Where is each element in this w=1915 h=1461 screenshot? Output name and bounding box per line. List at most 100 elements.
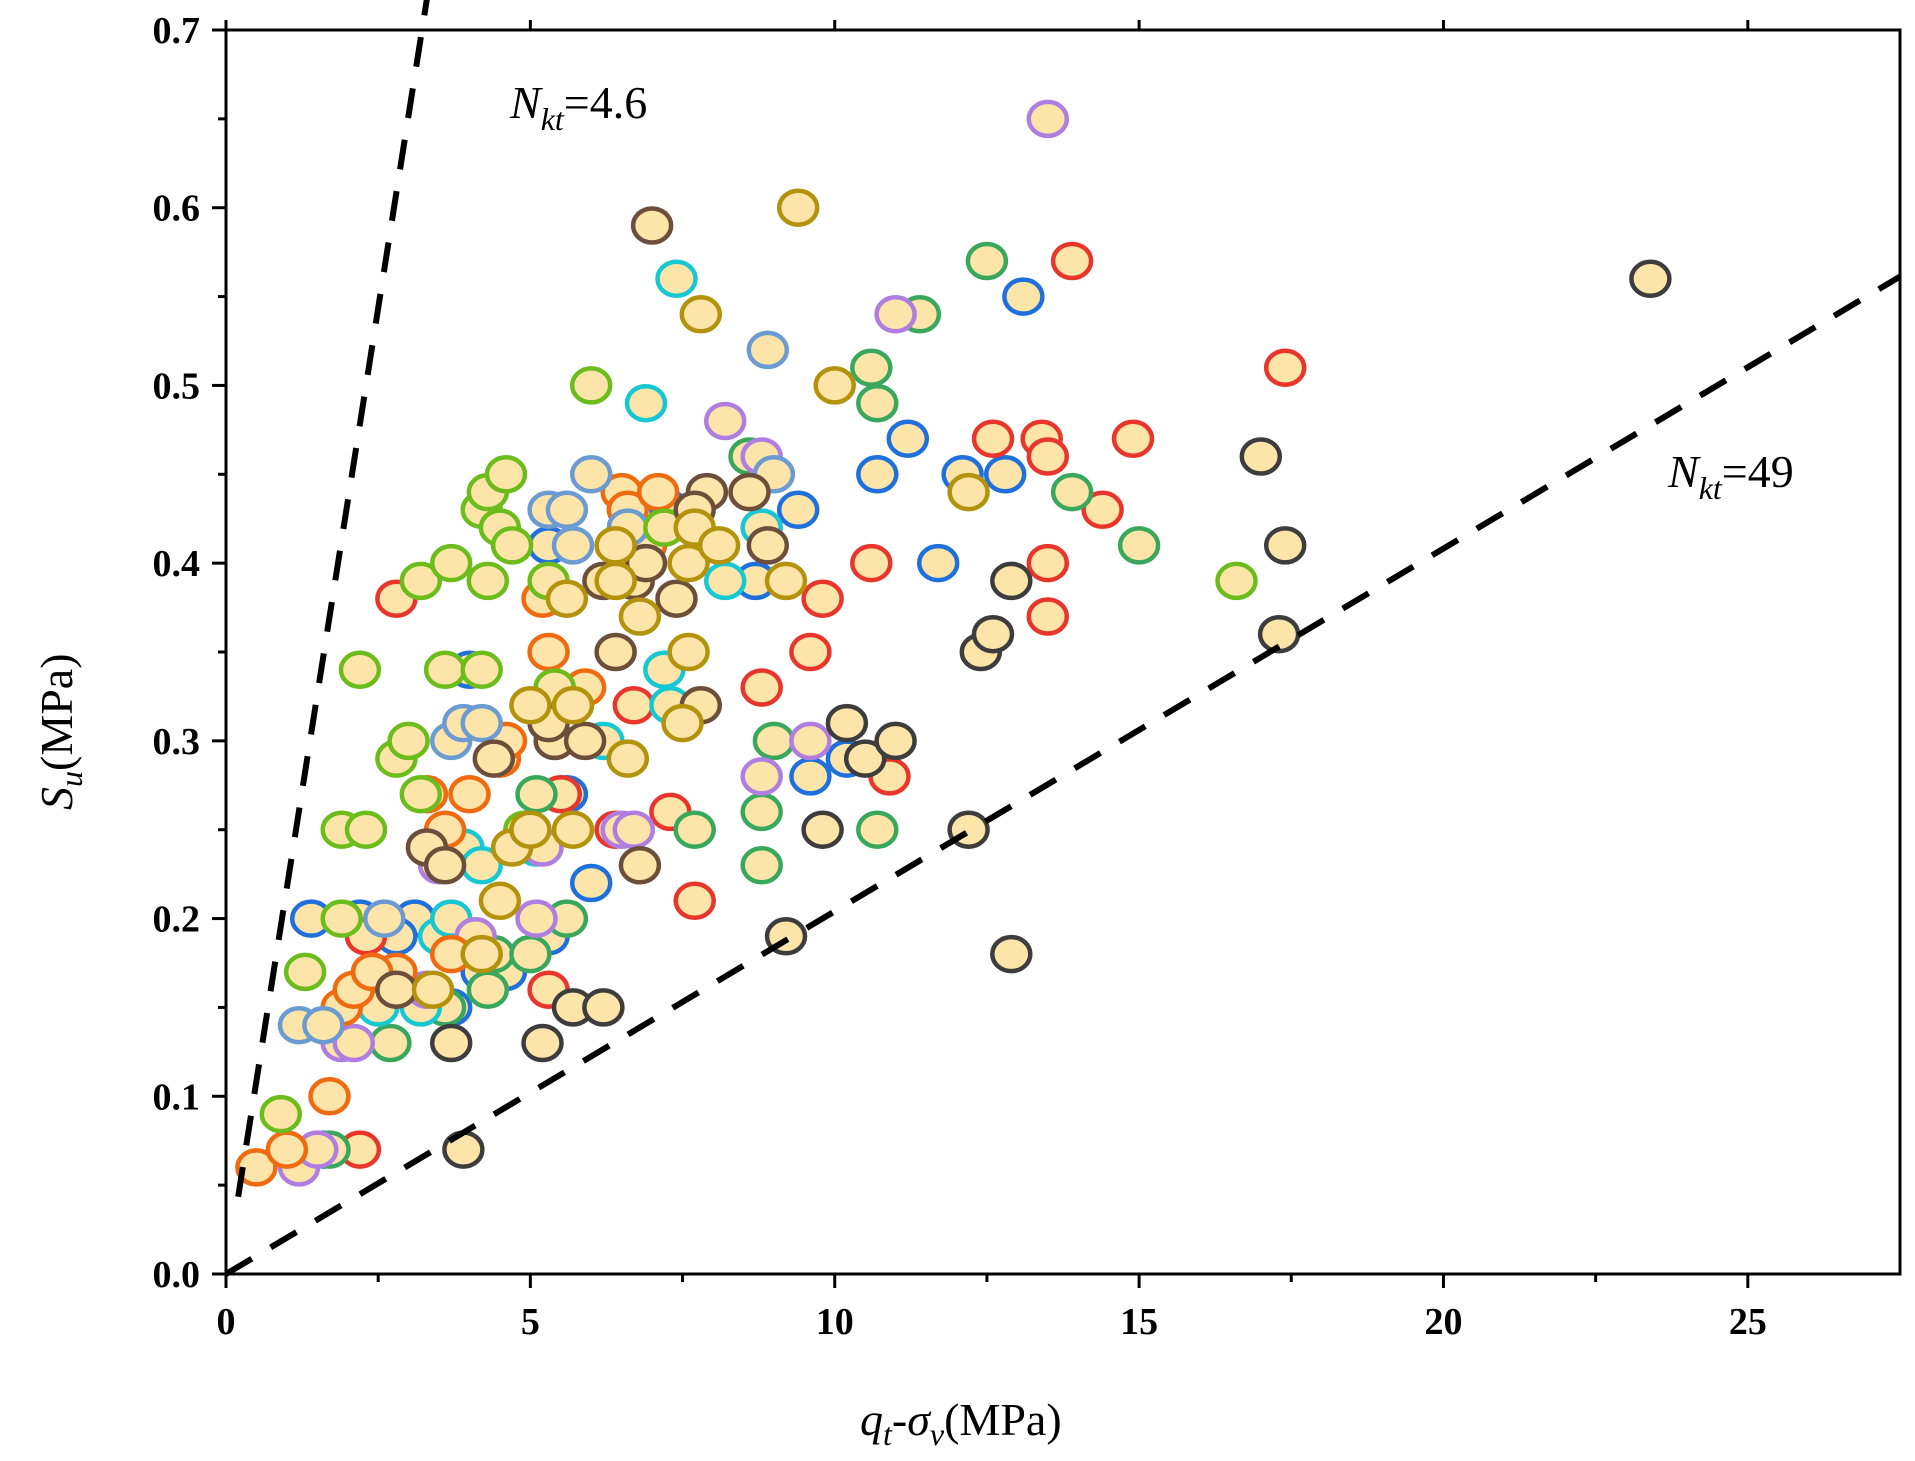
point-brown-2 [423,846,467,885]
point-orange-2 [308,1077,351,1116]
point-lime-1 [283,952,327,992]
reference-lines-layer [224,0,1902,1277]
point-lime-18 [490,526,534,565]
point-olive-11 [661,703,704,743]
point-olive-7 [594,561,637,601]
point-cyan-7 [624,383,668,423]
point-orange-18 [636,472,680,512]
point-green-10 [856,810,899,849]
point-black-16 [1257,614,1301,654]
point-black-8 [843,739,887,778]
point-red-11 [850,543,893,583]
point-lime-22 [569,366,613,405]
point-purple-10 [703,401,747,441]
point-red-19 [1081,490,1124,530]
point-black-2 [521,1023,564,1063]
point-blue-8 [569,863,613,903]
point-blue-16 [916,543,960,583]
point-lime-12 [460,650,503,690]
point-olive-13 [667,543,710,583]
point-olive-12 [667,632,710,672]
point-purple-12 [740,757,783,796]
point-lightblue-10 [746,330,790,370]
point-orange-13 [527,632,570,672]
point-olive-6 [551,810,595,849]
point-brown-11 [655,579,698,618]
point-olive-18 [776,188,820,227]
point-green-16 [1117,526,1161,565]
point-olive-15 [679,295,723,334]
point-red-20 [1111,419,1155,458]
point-brown-15 [746,526,790,565]
point-olive-2 [478,881,522,921]
point-olive-20 [947,472,990,512]
point-olive-4 [509,810,552,849]
y-axis-title: Su(MPa) [31,653,89,810]
x-tick-label-5: 25 [1729,1301,1767,1343]
point-lime-24 [1215,561,1258,601]
point-olive-9 [606,739,650,778]
point-green-1 [369,1023,412,1063]
point-green-11 [850,348,893,387]
x-tick-label-1: 5 [521,1301,540,1343]
point-blue-14 [856,455,899,494]
x-axis-title: qt-σv(MPa) [860,1394,1062,1452]
point-black-14 [990,934,1033,974]
point-green-7 [673,810,716,849]
point-lime-0 [259,1094,303,1134]
point-cyan-10 [655,259,698,299]
point-red-18 [1050,241,1094,281]
point-lime-8 [399,774,443,814]
nkt-4.6-label: Nkt=4.6 [509,77,647,137]
point-red-21 [1263,348,1307,387]
point-black-7 [825,703,869,743]
point-lime-3 [344,810,388,849]
point-purple-15 [1026,99,1070,139]
point-red-13 [971,419,1015,458]
point-lime-5 [338,650,382,690]
point-lime-9 [399,561,443,601]
point-green-14 [965,241,1009,281]
point-olive-1 [460,934,503,974]
point-black-15 [1239,437,1283,476]
point-black-12 [971,614,1015,654]
point-black-13 [990,561,1033,601]
point-olive-22 [551,686,595,725]
point-lightblue-8 [569,455,613,494]
y-tick-label-2: 0.2 [153,899,201,941]
point-brown-14 [728,472,771,512]
point-lime-10 [429,543,473,583]
point-brown-5 [563,721,607,761]
point-lime-7 [387,721,430,761]
point-black-4 [582,988,625,1027]
point-red-17 [1026,437,1070,476]
point-green-3 [466,970,510,1009]
y-tick-label-6: 0.6 [153,188,201,230]
point-black-6 [801,810,844,849]
point-lime-13 [466,561,510,601]
point-purple-14 [874,295,917,334]
point-olive-16 [697,526,741,565]
data-series-layer [235,99,1672,1187]
point-lightblue-7 [551,526,595,565]
point-olive-10 [618,597,662,636]
point-green-12 [856,383,899,423]
point-green-5 [509,934,552,974]
point-lightblue-1 [302,1005,345,1045]
point-brown-0 [375,970,418,1009]
point-brown-10 [630,206,674,245]
point-brown-3 [472,739,516,778]
point-black-0 [429,1023,473,1063]
point-olive-0 [411,970,455,1009]
point-olive-5 [545,579,589,618]
point-olive-17 [764,561,808,601]
point-blue-15 [886,419,930,458]
point-lightblue-12 [460,703,503,743]
point-red-5 [612,686,656,725]
point-olive-21 [509,686,552,725]
point-green-9 [740,792,783,832]
point-black-18 [1629,259,1672,299]
x-tick-label-0: 0 [217,1301,236,1343]
point-lightblue-2 [363,899,406,938]
